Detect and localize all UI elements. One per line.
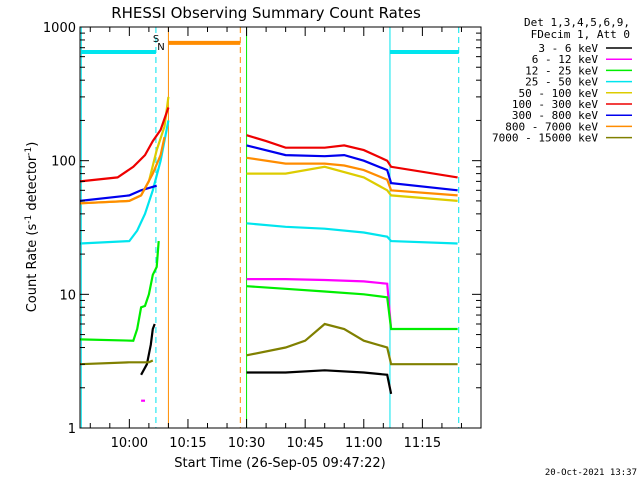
series-line-2-segment-0 — [80, 241, 160, 342]
legend-label-5: 100 - 300 keV — [512, 98, 598, 111]
x-tick-label: 10:45 — [286, 436, 323, 451]
legend-label-6: 300 - 800 keV — [512, 109, 598, 122]
legend-header-1: Det 1,3,4,5,6,9, — [524, 16, 630, 29]
x-axis: 10:00 10:15 10:30 10:45 11:00 11:15 — [89, 27, 462, 451]
x-tick-label: 10:15 — [169, 436, 206, 451]
legend-label-8: 7000 - 15000 keV — [492, 132, 598, 145]
series-line-2-segment-1 — [246, 285, 458, 331]
y-label-sup2: -1 — [24, 147, 34, 156]
y-tick-label: 10 — [59, 288, 76, 303]
series-line-3-segment-1 — [246, 222, 458, 245]
y-axis-label: Count Rate (s-1 detector-1) — [24, 142, 40, 313]
plot-area — [79, 27, 460, 428]
series-line-3-segment-0 — [80, 120, 170, 245]
series-line-1-segment-1 — [246, 278, 393, 330]
legend-label-0: 3 - 6 keV — [538, 42, 598, 55]
plot-frame — [79, 26, 482, 429]
series-line-4-segment-0 — [80, 96, 170, 205]
x-tick-label: 10:00 — [111, 436, 148, 451]
series-line-0-segment-1 — [246, 369, 393, 395]
x-tick-label: 11:00 — [345, 436, 382, 451]
legend-label-4: 50 - 100 keV — [519, 87, 599, 100]
series-line-7-segment-0 — [80, 136, 166, 205]
y-label-sup1: -1 — [24, 215, 34, 224]
series-line-8-segment-1 — [246, 322, 458, 366]
series-line-5-segment-1 — [246, 134, 458, 179]
y-label-part3: ) — [25, 142, 40, 147]
legend-header-2: FDecim 1, Att 0 — [531, 28, 630, 41]
series-line-5-segment-0 — [79, 107, 170, 183]
legend-label-2: 12 - 25 keV — [525, 64, 598, 77]
x-tick-label: 10:30 — [228, 436, 265, 451]
x-tick-label: 11:15 — [404, 436, 441, 451]
series-line-8-segment-0 — [80, 359, 154, 366]
series-line-7-segment-1 — [246, 156, 458, 197]
y-label-part1: Count Rate (s — [25, 224, 40, 313]
y-tick-label: 1000 — [43, 21, 76, 36]
legend-label-7: 800 - 7000 keV — [505, 120, 598, 133]
x-axis-label: Start Time (26-Sep-05 09:47:22) — [174, 456, 385, 471]
series-line-6-segment-0 — [79, 184, 158, 202]
marker-n: N — [157, 42, 164, 53]
legend-label-3: 25 - 50 keV — [525, 76, 598, 89]
y-tick-label: 1 — [68, 422, 76, 437]
y-axis: 1 10 100 1000 — [43, 21, 481, 437]
legend-label-1: 6 - 12 keV — [532, 53, 599, 66]
y-label-part2: detector — [25, 155, 40, 215]
y-tick-label: 100 — [51, 155, 76, 170]
series-line-0-segment-0 — [140, 323, 156, 376]
marker-s: S — [153, 34, 159, 45]
timestamp: 20-Oct-2021 13:37 — [545, 468, 637, 478]
series-line-6-segment-1 — [246, 144, 458, 192]
chart-title: RHESSI Observing Summary Count Rates — [111, 4, 421, 22]
series-line-4-segment-1 — [246, 165, 458, 202]
